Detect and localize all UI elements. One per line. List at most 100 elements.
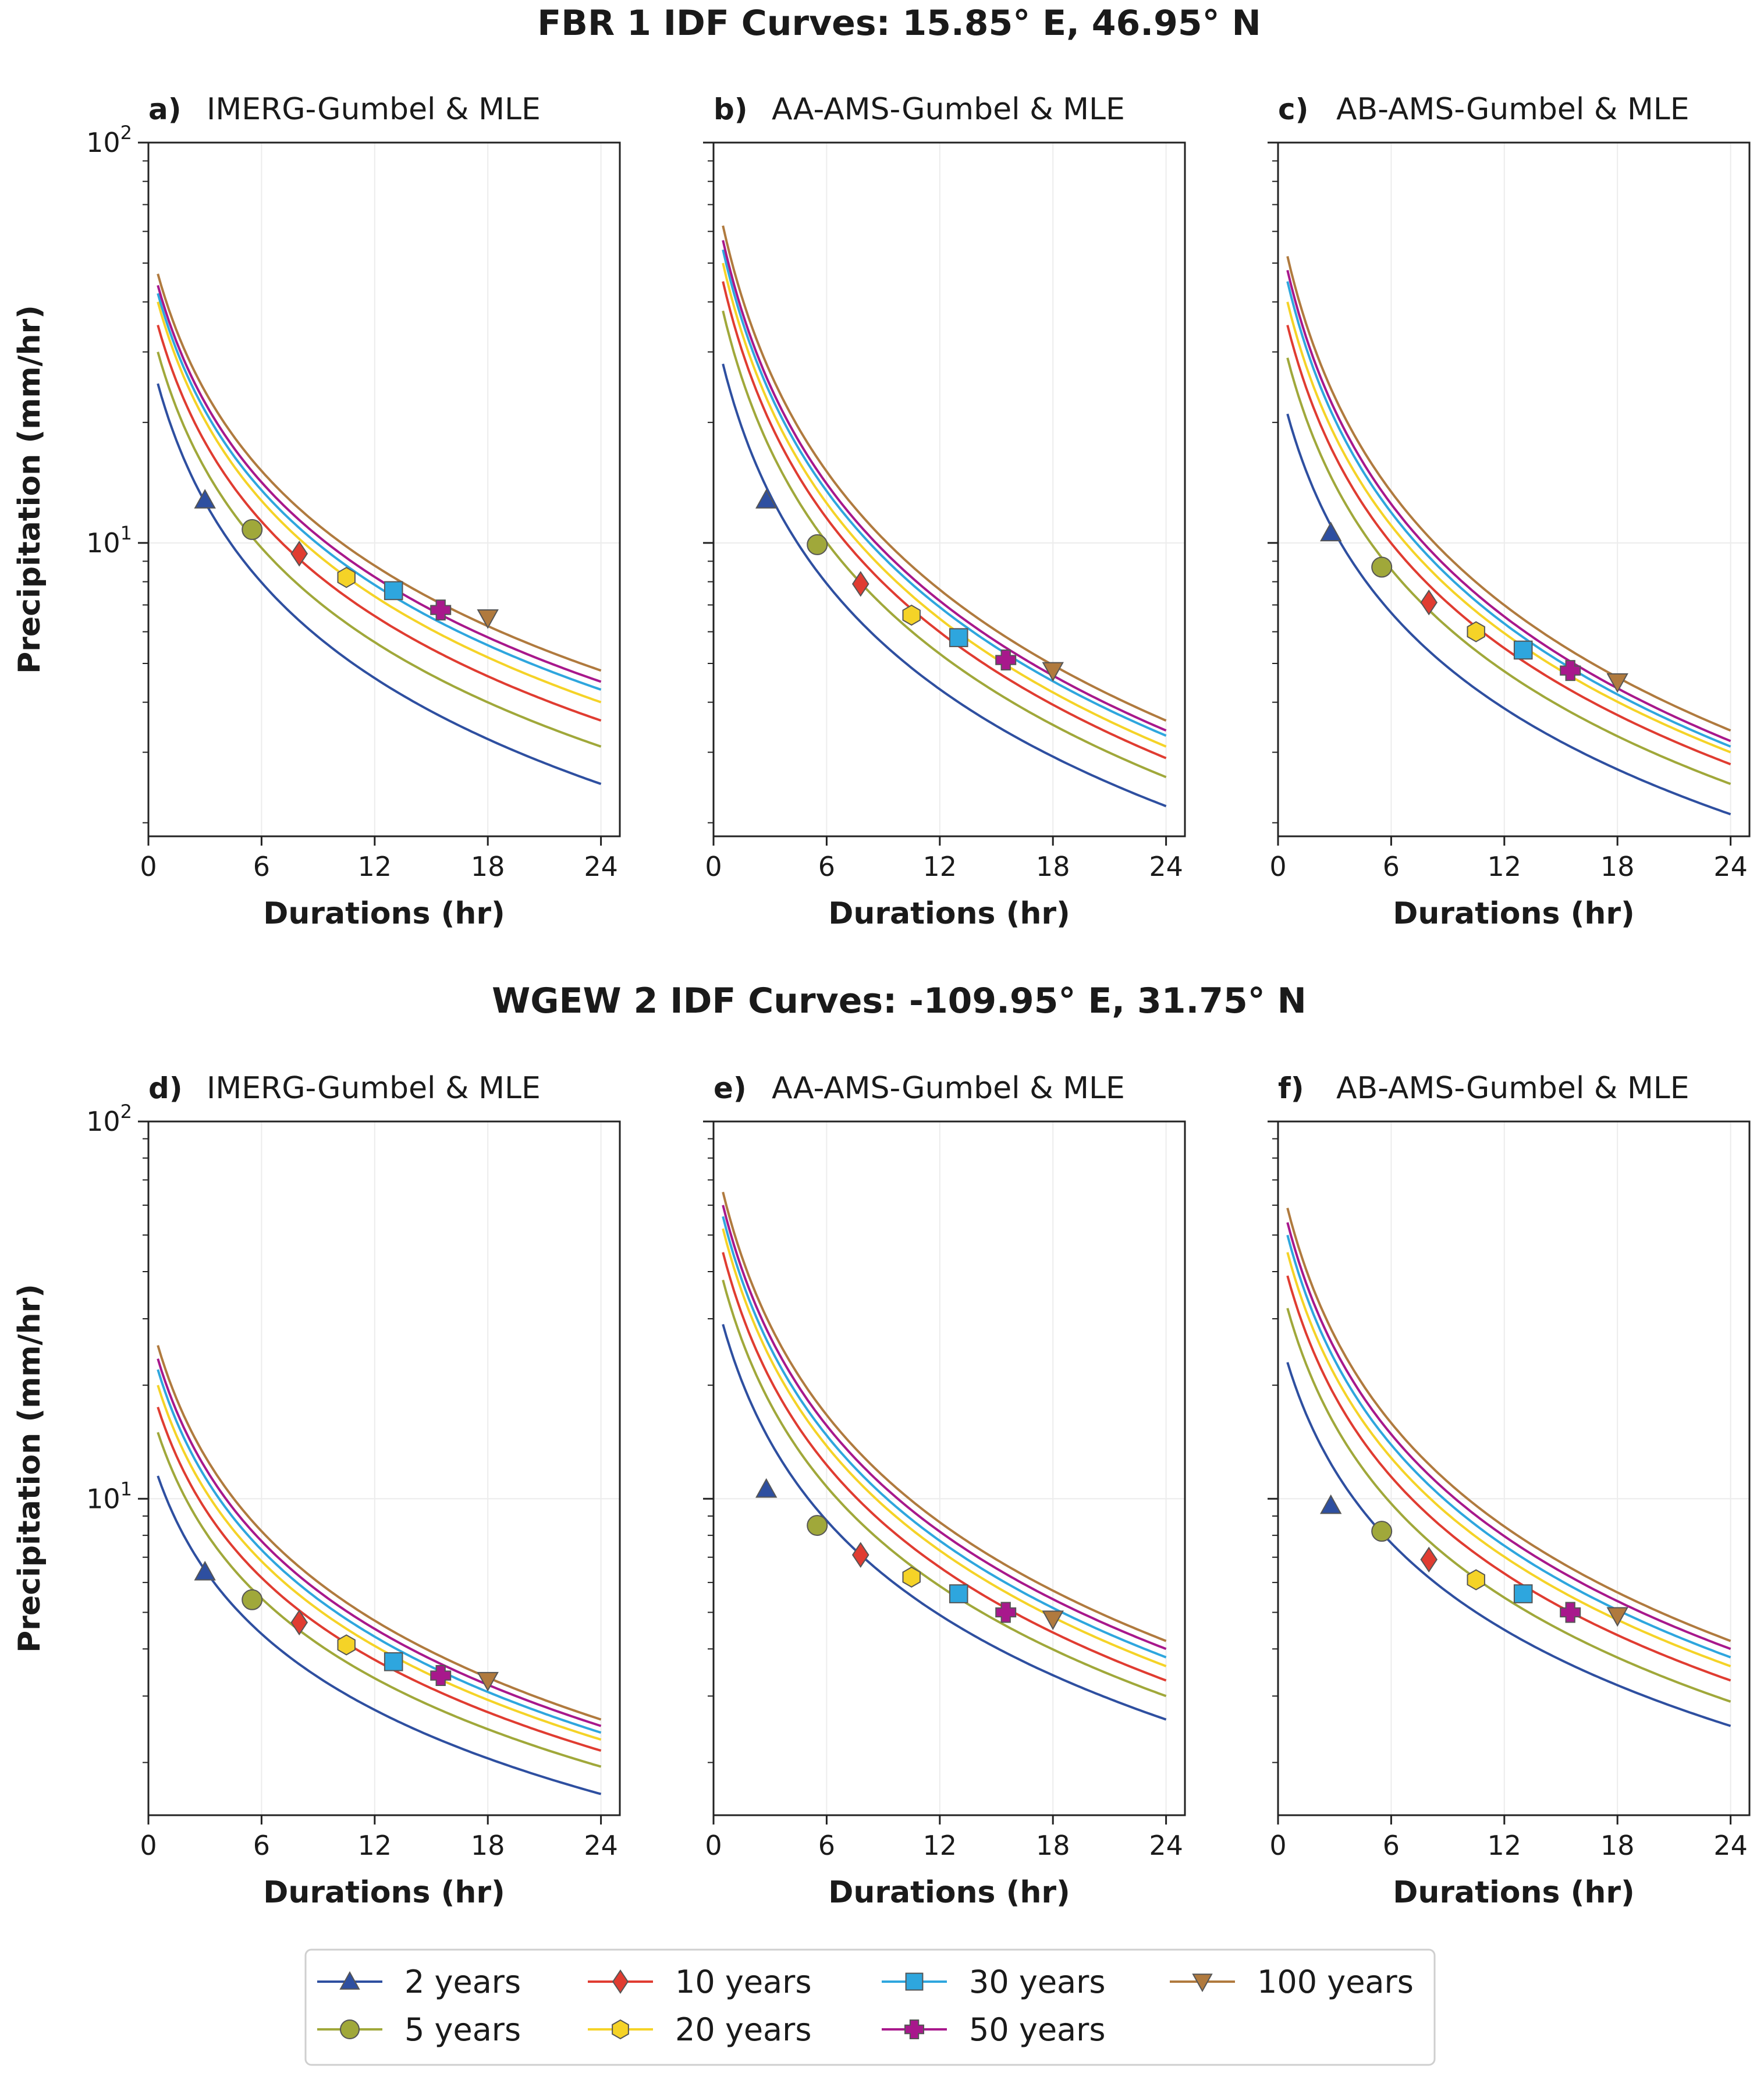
x-tick-label: 6 [253, 1830, 270, 1861]
curve-30-years [1286, 281, 1731, 748]
marker-5-years [1371, 556, 1393, 578]
curve-20-years [722, 1228, 1167, 1667]
panel-e: 0 6 12 18 24 e) AA-AMS-Gumbel & MLE Durations (… [703, 1071, 1186, 1910]
panel-label: c) [1278, 93, 1309, 126]
curve-50-years [1286, 269, 1731, 743]
legend-label: 20 years [675, 2011, 811, 2048]
curve-20-years [1286, 1252, 1731, 1667]
curve-2-years [1286, 413, 1731, 815]
x-tick-label: 18 [1036, 851, 1070, 882]
curve-10-years [157, 325, 602, 722]
legend-entry: 20 years [588, 2011, 811, 2048]
legend-marker [612, 2019, 629, 2040]
panel-label: e) [714, 1071, 747, 1105]
plot-frame [147, 1120, 621, 1816]
x-tick-label: 18 [1600, 851, 1635, 882]
curve-30-years [157, 293, 602, 691]
y-tick-label: 102 [86, 122, 132, 158]
curve-100-years [157, 274, 602, 672]
marker-100-years [1042, 662, 1064, 682]
marker-30-years [949, 628, 968, 647]
curve-5-years [1286, 1308, 1731, 1703]
x-tick-label: 18 [1036, 1830, 1070, 1861]
panel-f: 0 6 12 18 24 f) AB-AMS-Gumbel & MLE Durations (… [1268, 1071, 1751, 1910]
curve-10-years [1286, 1275, 1731, 1682]
marker-100-years [1606, 1607, 1628, 1627]
legend: 2 years 5 years 10 years 20 years 30 years 50… [304, 1948, 1436, 2066]
marker-20-years [1467, 1569, 1485, 1591]
x-tick-label: 24 [584, 851, 618, 882]
marker-50-years [995, 649, 1017, 671]
panel-d: 101 102 0 6 12 18 24 d) IMERG-Gumbel & MLE Durati… [12, 1071, 621, 1910]
legend-label: 10 years [675, 1964, 811, 2000]
y-tick-label: 101 [86, 1478, 132, 1514]
panel-b: 0 6 12 18 24 b) AA-AMS-Gumbel & MLE Durations (… [703, 92, 1186, 931]
y-tick-label: 102 [86, 1101, 132, 1137]
marker-5-years [807, 534, 828, 555]
marker-2-years [755, 1478, 778, 1498]
x-axis-label: Durations (hr) [1393, 1875, 1635, 1910]
legend-label: 2 years [404, 1964, 521, 2000]
plot-frame [1277, 1120, 1751, 1816]
legend-label: 30 years [969, 1964, 1105, 2000]
marker-10-years [1420, 1546, 1438, 1573]
figure-title-top: FBR 1 IDF Curves: 15.85° E, 46.95° N [537, 3, 1261, 44]
x-tick-label: 0 [1269, 1830, 1286, 1861]
marker-2-years [194, 489, 216, 509]
x-tick-label: 12 [923, 851, 957, 882]
panel-c: 0 6 12 18 24 c) AB-AMS-Gumbel & MLE Durations (… [1268, 92, 1751, 931]
marker-50-years [1560, 660, 1581, 681]
curve-100-years [1286, 1208, 1731, 1642]
legend-label: 5 years [404, 2011, 521, 2048]
marker-20-years [337, 567, 356, 588]
x-axis-label: Durations (hr) [263, 896, 505, 931]
marker-30-years [384, 1652, 403, 1671]
marker-30-years [1513, 640, 1533, 660]
curve-100-years [157, 1345, 602, 1721]
y-axis-label: Precipitation (mm/hr) [12, 305, 47, 674]
curve-10-years [1286, 325, 1731, 766]
curve-2-years [1286, 1362, 1731, 1727]
x-tick-label: 24 [1149, 851, 1183, 882]
x-tick-label: 0 [140, 1830, 157, 1861]
curve-2-years [157, 1475, 602, 1795]
plot-frame [712, 141, 1186, 837]
x-tick-label: 6 [1383, 1830, 1400, 1861]
marker-100-years [1042, 1610, 1064, 1631]
curve-10-years [722, 1252, 1167, 1682]
plot-frame [1277, 141, 1751, 837]
x-axis-label: Durations (hr) [1393, 896, 1635, 931]
marker-10-years [851, 1542, 869, 1568]
y-tick-label: 101 [86, 522, 132, 559]
marker-2-years [755, 489, 778, 509]
curve-30-years [722, 1216, 1167, 1659]
panel-title: AB-AMS-Gumbel & MLE [1336, 92, 1690, 127]
curve-20-years [1286, 301, 1731, 754]
panel-title: IMERG-Gumbel & MLE [207, 92, 541, 127]
marker-50-years [430, 1665, 452, 1687]
panels: 101 102 0 6 12 18 24 a) IMERG-Gumbel & MLE Durati… [12, 92, 1751, 1910]
curve-100-years [722, 225, 1167, 722]
marker-10-years [290, 1609, 308, 1636]
x-tick-label: 12 [358, 851, 392, 882]
curve-30-years [1286, 1234, 1731, 1659]
marker-50-years [1560, 1602, 1581, 1623]
marker-100-years [477, 609, 499, 629]
curve-5-years [722, 1279, 1167, 1698]
curve-10-years [722, 281, 1167, 759]
x-tick-label: 6 [253, 851, 270, 882]
marker-100-years [477, 1671, 499, 1692]
curve-100-years [722, 1191, 1167, 1642]
x-tick-label: 24 [1713, 851, 1748, 882]
marker-5-years [807, 1515, 828, 1536]
x-axis-label: Durations (hr) [263, 1875, 505, 1910]
legend-entry: 5 years [317, 2011, 521, 2048]
curve-20-years [157, 301, 602, 704]
curve-20-years [722, 262, 1167, 748]
x-tick-label: 0 [705, 851, 722, 882]
curve-10-years [157, 1407, 602, 1752]
legend-marker [612, 1969, 629, 1994]
y-axis-label: Precipitation (mm/hr) [12, 1284, 47, 1653]
panel-title: AA-AMS-Gumbel & MLE [772, 1071, 1125, 1106]
